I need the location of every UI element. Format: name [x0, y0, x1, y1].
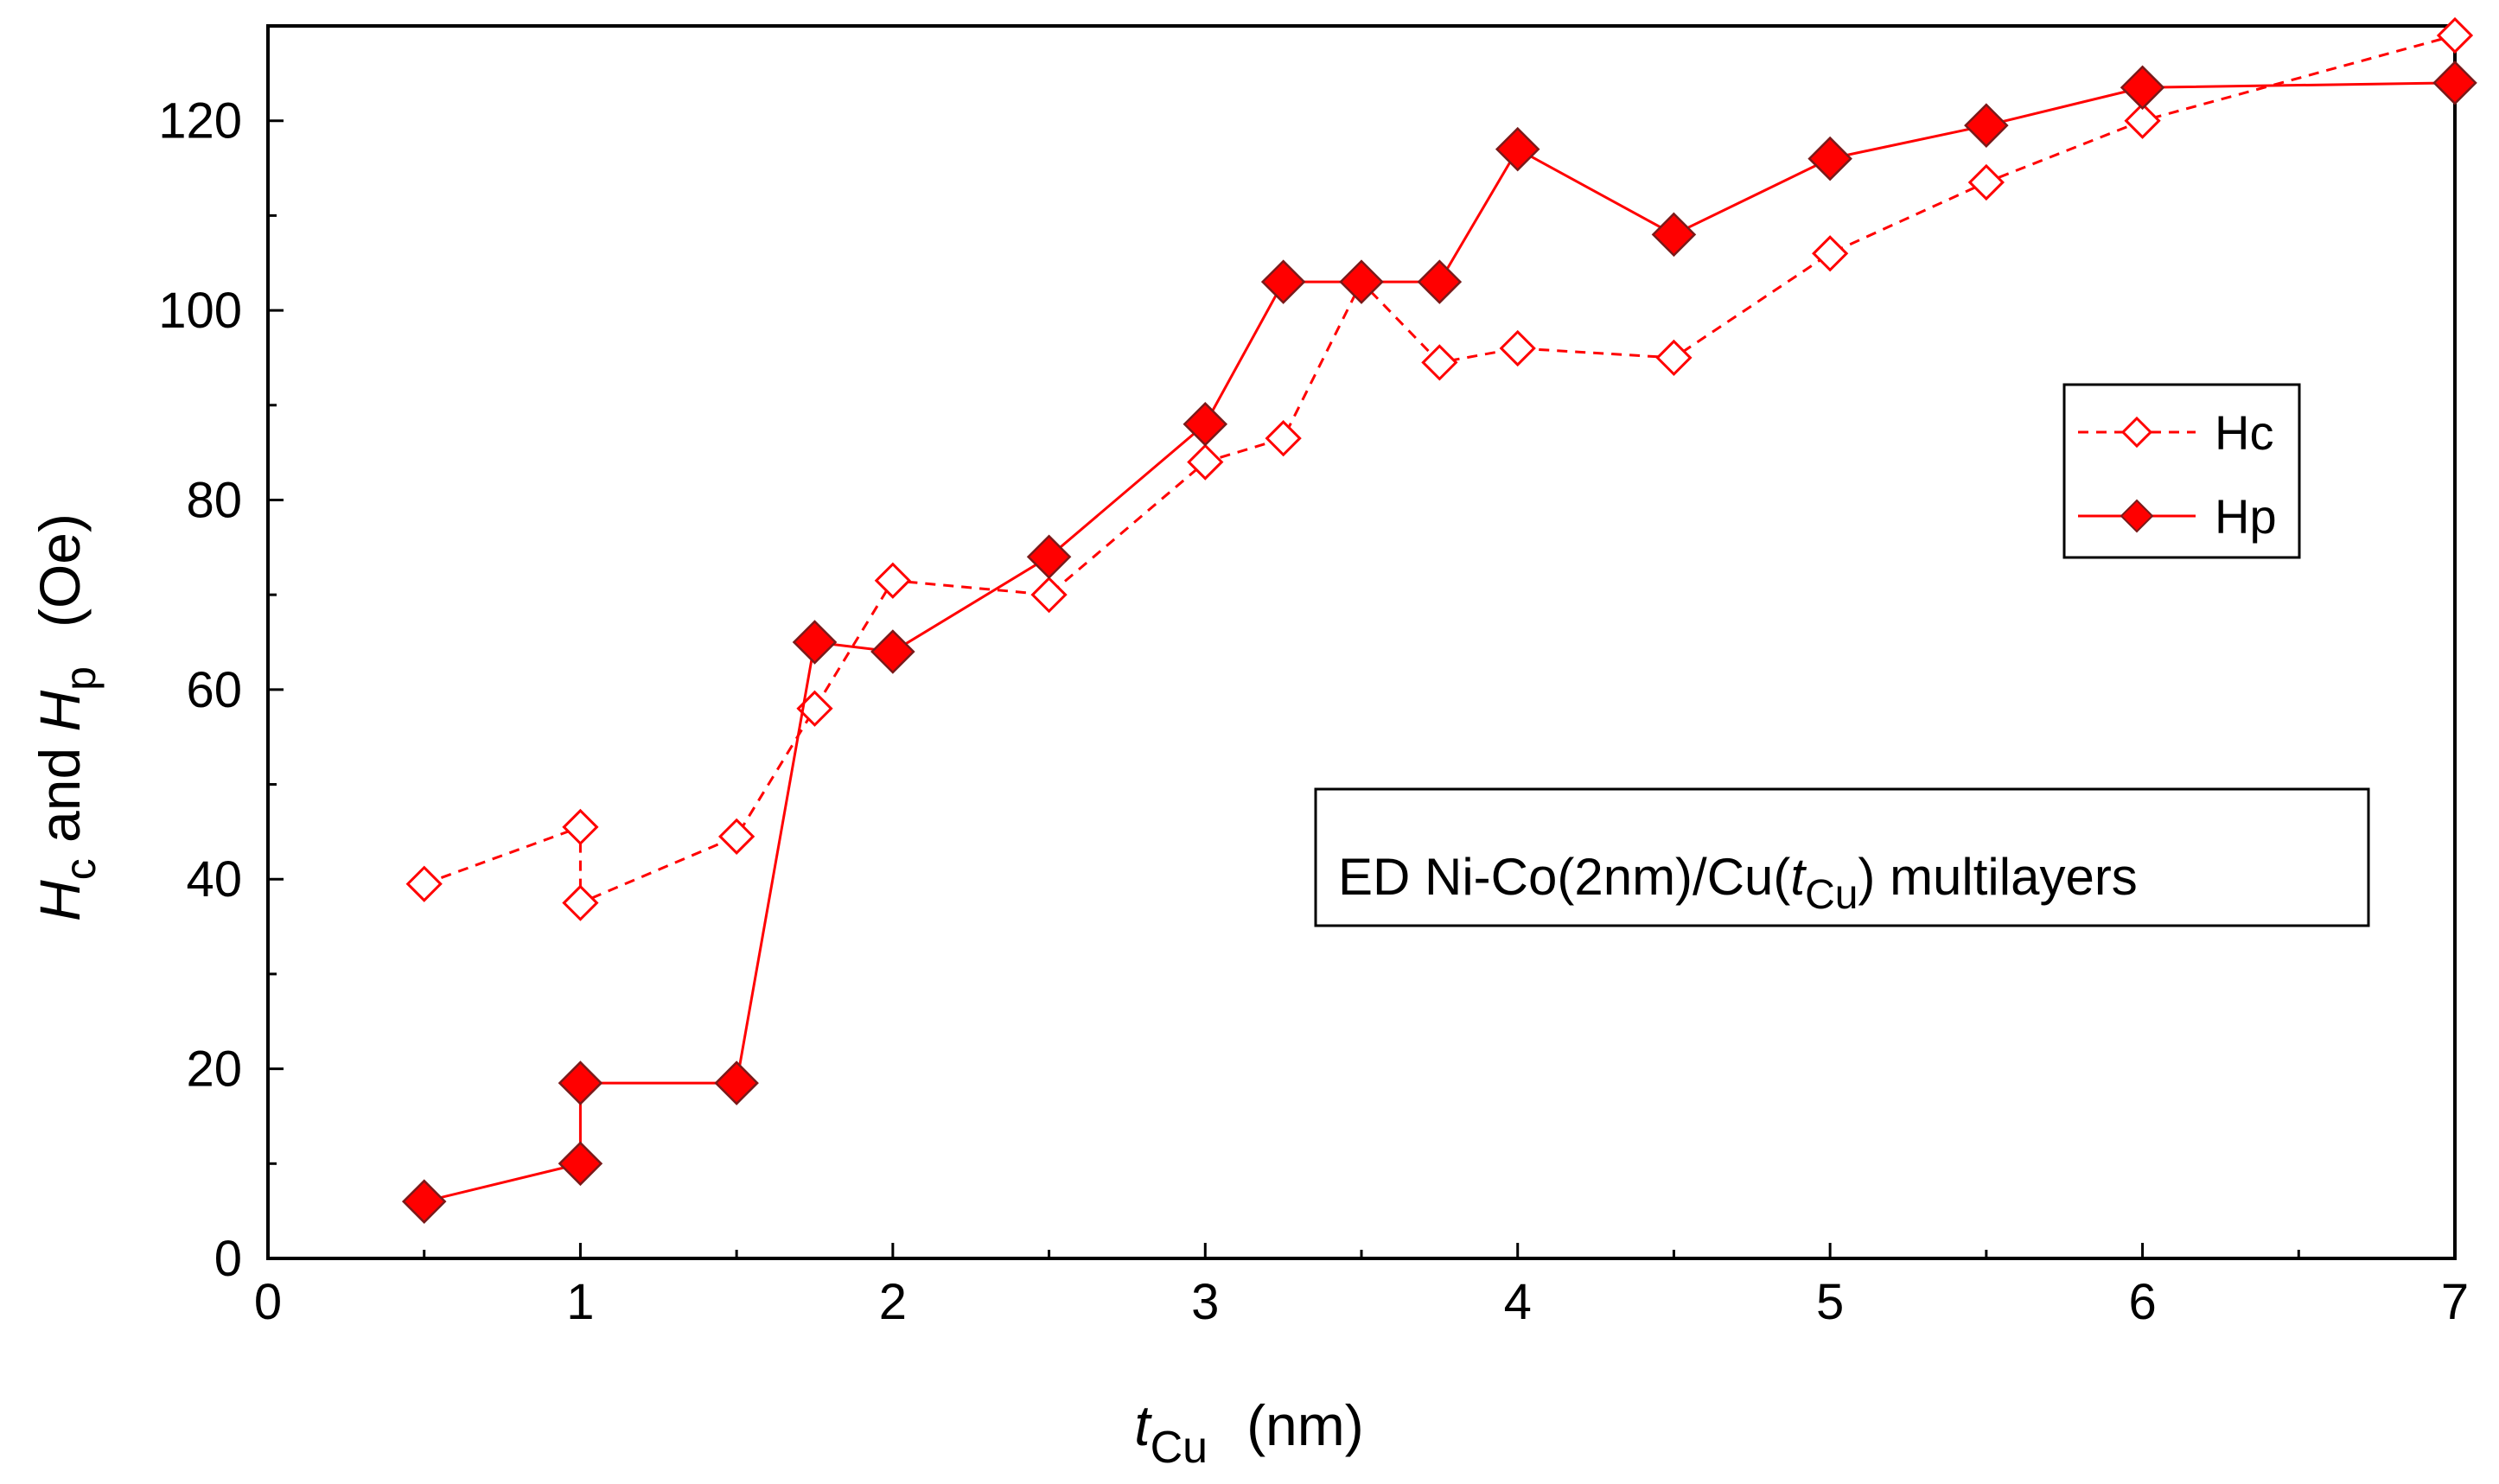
annotation-suffix: ) multilayers [1858, 848, 2137, 906]
x-tick-label: 6 [2128, 1274, 2156, 1330]
data-point [714, 1060, 759, 1105]
data-point [1260, 259, 1306, 304]
y-tick-label: 0 [214, 1231, 242, 1287]
data-point [405, 865, 443, 902]
data-point [1030, 576, 1068, 614]
data-point [1812, 235, 1849, 272]
annotation-text: ED Ni-Co(2nm)/Cu(tCu) multilayers [1338, 848, 2138, 918]
data-point [2124, 102, 2161, 139]
data-point [870, 629, 915, 674]
x-title-units: (nm) [1246, 1393, 1364, 1457]
data-point [718, 818, 755, 855]
series-hc [405, 16, 2474, 921]
data-point [1499, 329, 1536, 367]
x-tick-label: 3 [1191, 1274, 1219, 1330]
data-point [792, 620, 838, 665]
data-point [1655, 339, 1693, 377]
x-tick-label: 0 [254, 1274, 282, 1330]
data-point [1421, 344, 1458, 381]
axis-ticks: 0 1 2 3 4 5 6 7 0 20 40 60 80 100 120 [158, 93, 2469, 1330]
annotation-box [1314, 787, 2370, 927]
data-point [1265, 420, 1302, 457]
x-tick-label: 1 [566, 1274, 594, 1330]
y-title-h1: H [28, 880, 92, 921]
annotation: ED Ni-Co(2nm)/Cu(tCu) multilayers [1314, 787, 2370, 927]
plot-area [266, 24, 2457, 1260]
legend-box [2062, 383, 2301, 559]
data-point [558, 1141, 603, 1187]
data-point [401, 1179, 447, 1224]
data-point [2436, 16, 2474, 54]
data-point [1967, 163, 2005, 201]
series-hp-line [424, 81, 2456, 1203]
legend: Hc Hp [2062, 383, 2301, 559]
y-tick-label: 120 [158, 93, 242, 150]
annotation-t: t [1790, 848, 1807, 906]
data-point [1495, 126, 1540, 172]
series-hp [401, 61, 2477, 1224]
x-axis-title: tCu (nm) [1134, 1393, 1363, 1473]
y-tick-label: 40 [186, 851, 242, 908]
y-tick-label: 100 [158, 283, 242, 339]
data-point [1187, 443, 1224, 481]
data-point [1026, 534, 1072, 580]
x-tick-label: 7 [2441, 1274, 2469, 1330]
annotation-sub: Cu [1805, 872, 1858, 918]
legend-hc-label: Hc [2215, 405, 2273, 460]
legend-hp-marker [2120, 499, 2154, 533]
y-title-sub-c: c [56, 858, 105, 880]
data-point [1183, 401, 1228, 447]
y-title-sub-p: p [56, 666, 105, 691]
data-point [1651, 212, 1697, 258]
data-point [1339, 259, 1384, 304]
legend-hp-label: Hp [2215, 489, 2277, 544]
y-axis-title: Hc and Hp (Oe) [28, 513, 105, 921]
y-tick-label: 20 [186, 1041, 242, 1098]
x-tick-label: 2 [879, 1274, 907, 1330]
data-point [1964, 103, 2009, 148]
data-point [1807, 136, 1852, 182]
y-tick-label: 60 [186, 662, 242, 718]
y-title-h2: H [28, 691, 92, 732]
series-layer [401, 16, 2477, 1224]
data-point [558, 1060, 603, 1105]
data-point [2432, 61, 2477, 105]
x-tick-label: 4 [1504, 1274, 1532, 1330]
data-point [562, 884, 599, 921]
x-tick-label: 5 [1816, 1274, 1844, 1330]
data-point [1417, 259, 1463, 304]
plot-frame [266, 24, 2457, 1260]
x-title-sub: Cu [1151, 1423, 1208, 1473]
data-point [562, 808, 599, 846]
y-title-units: (Oe) [28, 513, 92, 627]
annotation-prefix: ED Ni-Co(2nm)/Cu( [1338, 848, 1790, 906]
series-hc-line [424, 34, 2456, 905]
data-point [2120, 65, 2165, 111]
x-title-t: t [1134, 1393, 1152, 1457]
data-point [874, 562, 911, 599]
y-title-joiner: and [28, 732, 92, 859]
y-tick-label: 80 [186, 472, 242, 528]
legend-hc-marker [2120, 416, 2153, 449]
